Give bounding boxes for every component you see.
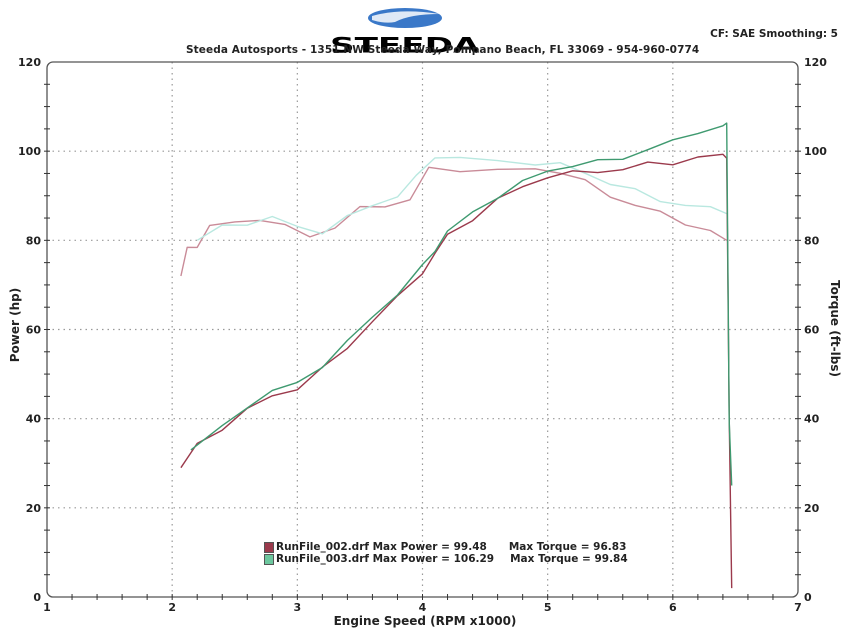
- x-tick-label: 5: [544, 601, 552, 614]
- axis-ticks: 0 0 20 20 40 40 60 60 80 80 100 100 120 120 1 2 3 4 5 6 7: [18, 56, 827, 614]
- y-right-tick-label: 80: [804, 234, 820, 247]
- y-right-tick-label: 40: [804, 413, 820, 426]
- legend-swatch-run003: [264, 553, 274, 565]
- x-tick-label: 7: [794, 601, 802, 614]
- y-left-tick-label: 0: [33, 591, 41, 604]
- x-tick-label: 6: [669, 601, 677, 614]
- legend-item-run003: RunFile_003.drf Max Power = 106.29 Max To…: [264, 553, 628, 565]
- dyno-shop-address: Steeda Autosports - 1351 NW Steeda Way, …: [186, 44, 700, 56]
- run003-torque-curve: [196, 156, 727, 241]
- y-left-tick-label: 20: [26, 502, 42, 515]
- y-axis-left-label: Power (hp): [8, 287, 23, 363]
- y-left-tick-label: 60: [26, 324, 42, 337]
- legend-file-run002: RunFile_002.drf: [276, 541, 369, 553]
- y-left-tick-label: 80: [26, 234, 42, 247]
- legend-max-power-run002: Max Power = 99.48: [372, 541, 487, 553]
- x-tick-label: 1: [43, 601, 51, 614]
- y-axis-right-label: Torque (ft-lbs): [828, 280, 842, 377]
- steeda-logo: STEEDA: [330, 8, 481, 58]
- y-right-tick-label: 20: [804, 502, 820, 515]
- legend-item-run002: RunFile_002.drf Max Power = 99.48 Max Tor…: [264, 541, 628, 553]
- y-left-tick-label: 100: [18, 145, 41, 158]
- y-right-tick-label: 100: [804, 145, 827, 158]
- legend-swatch-run002: [264, 541, 274, 553]
- y-left-tick-label: 120: [18, 56, 41, 69]
- y-right-tick-label: 60: [804, 324, 820, 337]
- legend-max-torque-run003: Max Torque = 99.84: [510, 553, 628, 565]
- legend-max-power-run003: Max Power = 106.29: [372, 553, 495, 565]
- dyno-curves: [180, 122, 733, 589]
- grid-lines: [47, 62, 798, 597]
- legend-max-torque-run002: Max Torque = 96.83: [508, 541, 627, 553]
- x-tick-label: 2: [168, 601, 176, 614]
- run002-power-curve: [180, 153, 733, 589]
- x-tick-label: 4: [419, 601, 427, 614]
- y-right-tick-label: 120: [804, 56, 827, 69]
- run002-torque-curve: [180, 166, 728, 277]
- x-tick-label: 3: [294, 601, 302, 614]
- run003-power-curve: [190, 122, 733, 486]
- chart-legend: RunFile_002.drf Max Power = 99.48 Max Tor…: [264, 541, 628, 565]
- legend-file-run003: RunFile_003.drf: [276, 553, 369, 565]
- y-right-tick-label: 0: [804, 591, 812, 604]
- logo-text: STEEDA: [330, 32, 481, 58]
- correction-factor-info: CF: SAE Smoothing: 5: [710, 28, 838, 40]
- x-axis-label: Engine Speed (RPM x1000): [333, 614, 517, 628]
- y-left-tick-label: 40: [26, 413, 42, 426]
